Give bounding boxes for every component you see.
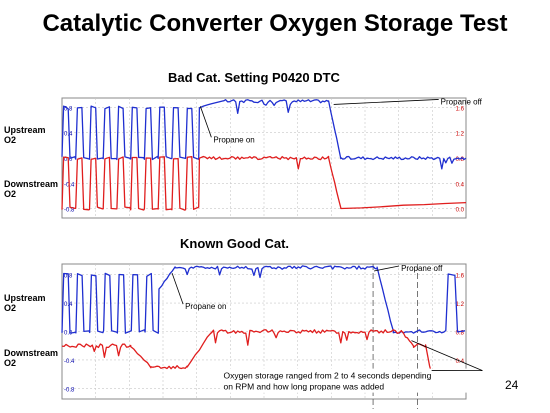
chart-1-downstream-label-line1: Downstream [4,179,59,189]
chart-1-downstream-label-line2: O2 [4,189,17,199]
chart-2-upstream-label-line1: Upstream [4,293,46,303]
chart-2-note-pointer [411,340,483,371]
chart-1-right-tick-label: 1.6 [456,106,465,112]
chart-1-right-tick-label: 1.2 [456,132,465,138]
chart-2-annotation-box [220,368,491,393]
chart-2-upstream-label: Upstream O2 [4,293,46,313]
chart-2-right-tick-label: 1.2 [456,302,465,308]
chart-1-upstream-label-line2: O2 [4,135,17,145]
page-number: 24 [505,378,519,392]
chart-2-upstream-label-line2: O2 [4,303,17,313]
chart-1-downstream-label: Downstream O2 [4,179,58,199]
chart-1-right-tick-label: 0.0 [456,208,465,214]
chart-1-left-tick-label: -0.8 [64,208,75,214]
chart-1-annotation-pointer [333,99,439,105]
chart-2-right-tick-label: 1.6 [456,274,465,280]
chart-1-upstream-label-line1: Upstream [4,125,46,135]
chart-2-left-tick-label: -0.8 [64,387,75,393]
chart-2-annotation-pointer [171,272,184,305]
chart-2-annotation-label: Propane off [401,264,443,273]
chart-1-title: Bad Cat. Setting P0420 DTC [168,70,340,85]
chart-2-title: Known Good Cat. [180,236,290,251]
chart-2-note-line: Oxygen storage ranged from 2 to 4 second… [223,371,431,381]
chart-2-downstream-label: Downstream O2 [4,348,58,368]
chart-1-annotation-pointer [199,106,212,138]
chart-1-annotation-label: Propane off [441,97,483,106]
chart-2-left-tick-label: -0.4 [64,359,75,365]
slide-title: Catalytic Converter Oxygen Storage Test [42,10,508,37]
chart-2-right-tick-label: 0.8 [456,331,465,337]
chart-2-annotation-label: Propane on [185,302,226,311]
chart-2-left-tick-label: 0.0 [64,331,73,337]
chart-1-annotation-label: Propane on [213,135,254,144]
chart-2-downstream-series-line [61,329,467,387]
chart-1-right-tick-label: 0.4 [456,182,465,188]
chart-2-upstream-series-line [61,265,466,334]
chart-2-right-tick-label: 0.4 [456,359,465,365]
chart-1-upstream-label: Upstream O2 [4,125,46,145]
chart-2-downstream-label-line2: O2 [4,358,17,368]
chart-2-downstream-label-line1: Downstream [4,348,59,358]
chart-2-note-line: on RPM and how long propane was added [223,382,384,392]
chart-1-upstream-series-line [61,99,467,170]
chart-2-annotation-pointer [374,265,400,272]
chart-1-right-tick-label: 0.8 [456,157,465,163]
chart-1-downstream-series-line [61,155,467,211]
